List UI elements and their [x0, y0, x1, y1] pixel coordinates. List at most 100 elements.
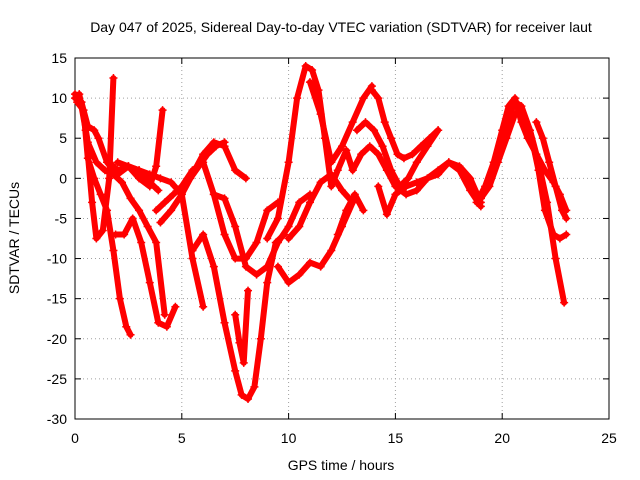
- data-point: [273, 214, 282, 223]
- data-point: [305, 198, 314, 207]
- data-point: [476, 202, 485, 211]
- data-point: [160, 198, 169, 207]
- data-point: [408, 150, 417, 159]
- data-point: [135, 206, 144, 215]
- data-point: [137, 238, 146, 247]
- data-point: [83, 154, 92, 163]
- y-tick-label: -15: [47, 291, 67, 307]
- data-point: [534, 166, 543, 175]
- data-point: [327, 246, 336, 255]
- data-point: [126, 330, 135, 339]
- data-point: [333, 230, 342, 239]
- data-point: [115, 294, 124, 303]
- data-point: [241, 174, 250, 183]
- data-point: [109, 74, 118, 83]
- data-point: [83, 138, 92, 147]
- data-point: [124, 162, 133, 171]
- data-point: [273, 262, 282, 271]
- data-point: [167, 178, 176, 187]
- data-point: [256, 334, 265, 343]
- data-point: [98, 226, 107, 235]
- data-point: [412, 186, 421, 195]
- data-point: [100, 166, 109, 175]
- data-point: [220, 194, 229, 203]
- data-point: [472, 198, 481, 207]
- data-point: [103, 206, 112, 215]
- data-point: [209, 262, 218, 271]
- data-point: [466, 174, 475, 183]
- data-point: [551, 254, 560, 263]
- data-point: [399, 154, 408, 163]
- data-point: [199, 230, 208, 239]
- series-line: [354, 119, 442, 190]
- data-point: [284, 222, 293, 231]
- data-point: [562, 214, 571, 223]
- data-point: [143, 222, 152, 231]
- data-point: [94, 134, 103, 143]
- data-point: [128, 214, 137, 223]
- data-point: [393, 150, 402, 159]
- x-tick-label: 5: [178, 430, 186, 446]
- data-point: [485, 178, 494, 187]
- data-point: [284, 234, 293, 243]
- data-point: [252, 270, 261, 279]
- data-point: [169, 190, 178, 199]
- series-satellite-arc-12: [209, 190, 314, 279]
- y-tick-label: -25: [47, 371, 67, 387]
- data-point: [314, 86, 323, 95]
- data-point: [476, 194, 485, 203]
- data-point: [90, 174, 99, 183]
- series-satellite-arc-26: [532, 118, 571, 223]
- y-tick-labels: 15 10 5 0 -5 -10 -15 -20 -25 -30: [47, 50, 67, 427]
- data-point: [301, 62, 310, 71]
- data-point: [188, 254, 197, 263]
- data-point: [387, 134, 396, 143]
- data-point: [152, 238, 161, 247]
- series-line: [232, 287, 251, 366]
- data-point: [517, 102, 526, 111]
- data-point: [560, 298, 569, 307]
- y-tick-label: 0: [59, 170, 67, 186]
- series-satellite-arc-16: [284, 170, 357, 243]
- data-point: [305, 258, 314, 267]
- data-point: [126, 194, 135, 203]
- data-point: [145, 182, 154, 191]
- data-point: [122, 322, 131, 331]
- data-point: [551, 182, 560, 191]
- data-point: [188, 246, 197, 255]
- data-point: [425, 134, 434, 143]
- data-point: [348, 166, 357, 175]
- data-point: [250, 382, 259, 391]
- data-point: [444, 158, 453, 167]
- data-point: [171, 302, 180, 311]
- data-point: [167, 206, 176, 215]
- data-point: [365, 142, 374, 151]
- data-series: [71, 62, 571, 403]
- data-point: [502, 118, 511, 127]
- data-point: [412, 178, 421, 187]
- data-point: [92, 158, 101, 167]
- data-point: [231, 222, 240, 231]
- data-point: [338, 142, 346, 151]
- data-point: [117, 178, 126, 187]
- data-point: [231, 166, 240, 175]
- series-line: [189, 231, 288, 402]
- data-point: [231, 366, 240, 375]
- data-point: [357, 150, 366, 159]
- data-point: [359, 206, 368, 215]
- series-satellite-arc-4: [77, 98, 169, 319]
- data-point: [558, 206, 567, 215]
- data-point: [252, 238, 261, 247]
- data-point: [380, 118, 389, 127]
- data-point: [75, 90, 84, 99]
- data-point: [333, 166, 342, 175]
- data-point: [263, 262, 272, 271]
- data-point: [295, 198, 304, 207]
- series-satellite-arc-6: [105, 106, 167, 191]
- data-point: [352, 126, 361, 135]
- data-point: [327, 170, 336, 179]
- data-point: [338, 186, 346, 195]
- data-point: [162, 322, 171, 331]
- x-axis-label: GPS time / hours: [288, 457, 395, 473]
